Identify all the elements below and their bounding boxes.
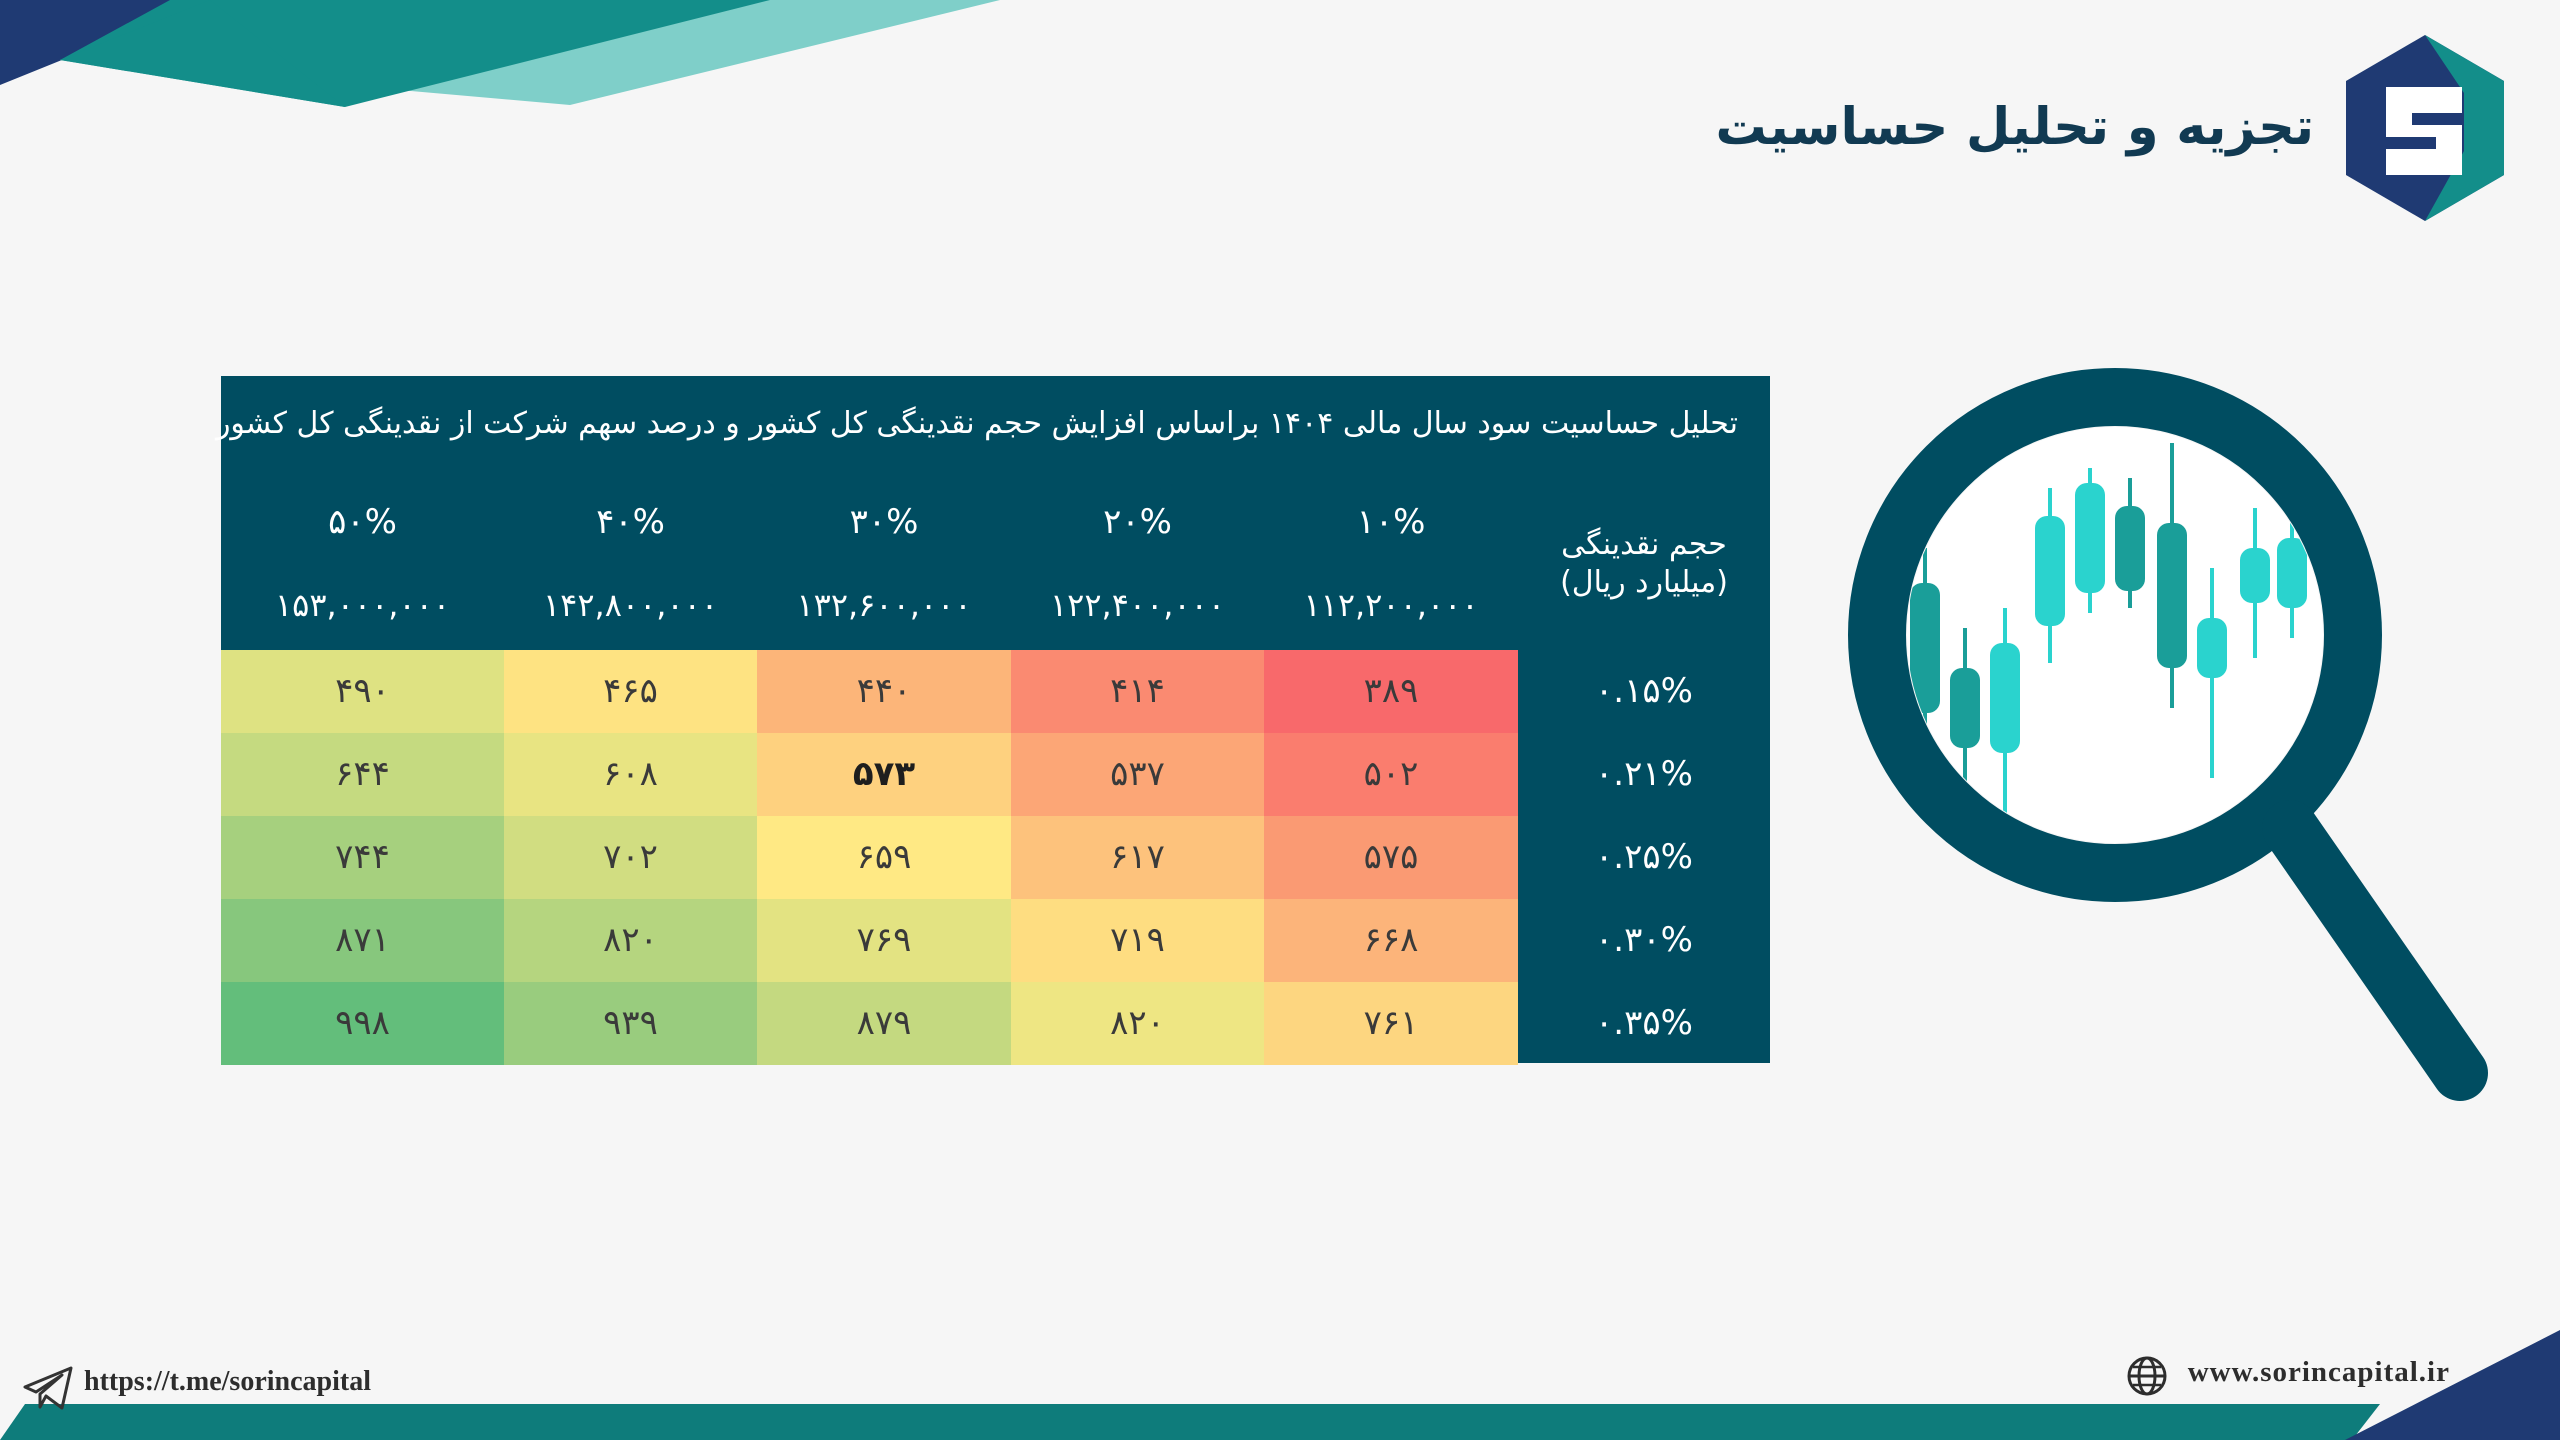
heatmap-cell: ۳۸۹	[1264, 650, 1518, 733]
column-growth-percent: ۱۰%	[1356, 502, 1426, 542]
heatmap-cell: ۹۹۸	[221, 982, 504, 1065]
row-axis-title-line2: (میلیارد ریال)	[1560, 565, 1728, 600]
magnifier-chart-illustration	[1848, 368, 2488, 1101]
column-liquidity-volume: ۱۳۲,۶۰۰,۰۰۰	[796, 586, 972, 624]
heatmap-cell: ۵۷۵	[1264, 816, 1518, 899]
heatmap-cell: ۸۲۰	[504, 899, 757, 982]
heatmap-cell: ۴۶۵	[504, 650, 757, 733]
heatmap-cell: ۴۱۴	[1011, 650, 1264, 733]
row-share-label: ۰.۳۵%	[1595, 1003, 1693, 1043]
website-link[interactable]: www.sorincapital.ir	[2187, 1356, 2450, 1388]
sorin-capital-logo	[2346, 35, 2504, 221]
row-axis-title: حجم نقدینگی (میلیارد ریال)	[1518, 526, 1770, 602]
telegram-icon	[23, 1366, 73, 1410]
telegram-link[interactable]: https://t.me/sorincapital	[84, 1366, 371, 1397]
column-growth-percent: ۵۰%	[328, 502, 397, 542]
heatmap-cell: ۷۱۹	[1011, 899, 1264, 982]
row-axis-title-line1: حجم نقدینگی	[1561, 527, 1727, 562]
heatmap-cell: ۶۰۸	[504, 733, 757, 816]
column-liquidity-volume: ۱۲۲,۴۰۰,۰۰۰	[1049, 586, 1226, 624]
heatmap-cell: ۸۷۱	[221, 899, 504, 982]
heatmap-cell: ۶۴۴	[221, 733, 504, 816]
heatmap-cell: ۶۱۷	[1011, 816, 1264, 899]
row-share-label: ۰.۲۵%	[1595, 837, 1693, 877]
table-title: تحلیل حساسیت سود سال مالی ۱۴۰۴ براساس اف…	[215, 406, 1738, 441]
heatmap-cell: ۸۲۰	[1011, 982, 1264, 1065]
column-liquidity-volume: ۱۱۲,۲۰۰,۰۰۰	[1303, 586, 1479, 624]
row-share-label: ۰.۲۱%	[1595, 754, 1693, 794]
heatmap-cell: ۵۳۷	[1011, 733, 1264, 816]
globe-icon	[2127, 1356, 2167, 1396]
heatmap-cell: ۷۴۴	[221, 816, 504, 899]
column-growth-percent: ۳۰%	[849, 502, 919, 542]
heatmap-cell: ۴۹۰	[221, 650, 504, 733]
column-liquidity-volume: ۱۵۳,۰۰۰,۰۰۰	[274, 586, 451, 624]
heatmap-cell: ۸۷۹	[757, 982, 1011, 1065]
heatmap-cell: ۷۶۹	[757, 899, 1011, 982]
heatmap-cell: ۷۰۲	[504, 816, 757, 899]
heatmap-cell: ۶۵۹	[757, 816, 1011, 899]
sensitivity-table: تحلیل حساسیت سود سال مالی ۱۴۰۴ براساس اف…	[216, 376, 1770, 1065]
row-share-label: ۰.۳۰%	[1595, 920, 1693, 960]
heatmap-cell: ۷۶۱	[1264, 982, 1518, 1065]
column-liquidity-volume: ۱۴۲,۸۰۰,۰۰۰	[542, 586, 719, 624]
heatmap-cell: ۵۰۲	[1264, 733, 1518, 816]
page-title: تجزیه و تحلیل حساسیت	[1715, 98, 2314, 157]
column-growth-percent: ۲۰%	[1103, 502, 1172, 542]
column-growth-percent: ۴۰%	[596, 502, 665, 542]
heatmap-cell: ۴۴۰	[757, 650, 1011, 733]
heatmap-cell: ۵۷۳	[757, 733, 1011, 816]
heatmap-cell: ۶۶۸	[1264, 899, 1518, 982]
row-share-label: ۰.۱۵%	[1595, 671, 1693, 711]
heatmap-cell: ۹۳۹	[504, 982, 757, 1065]
